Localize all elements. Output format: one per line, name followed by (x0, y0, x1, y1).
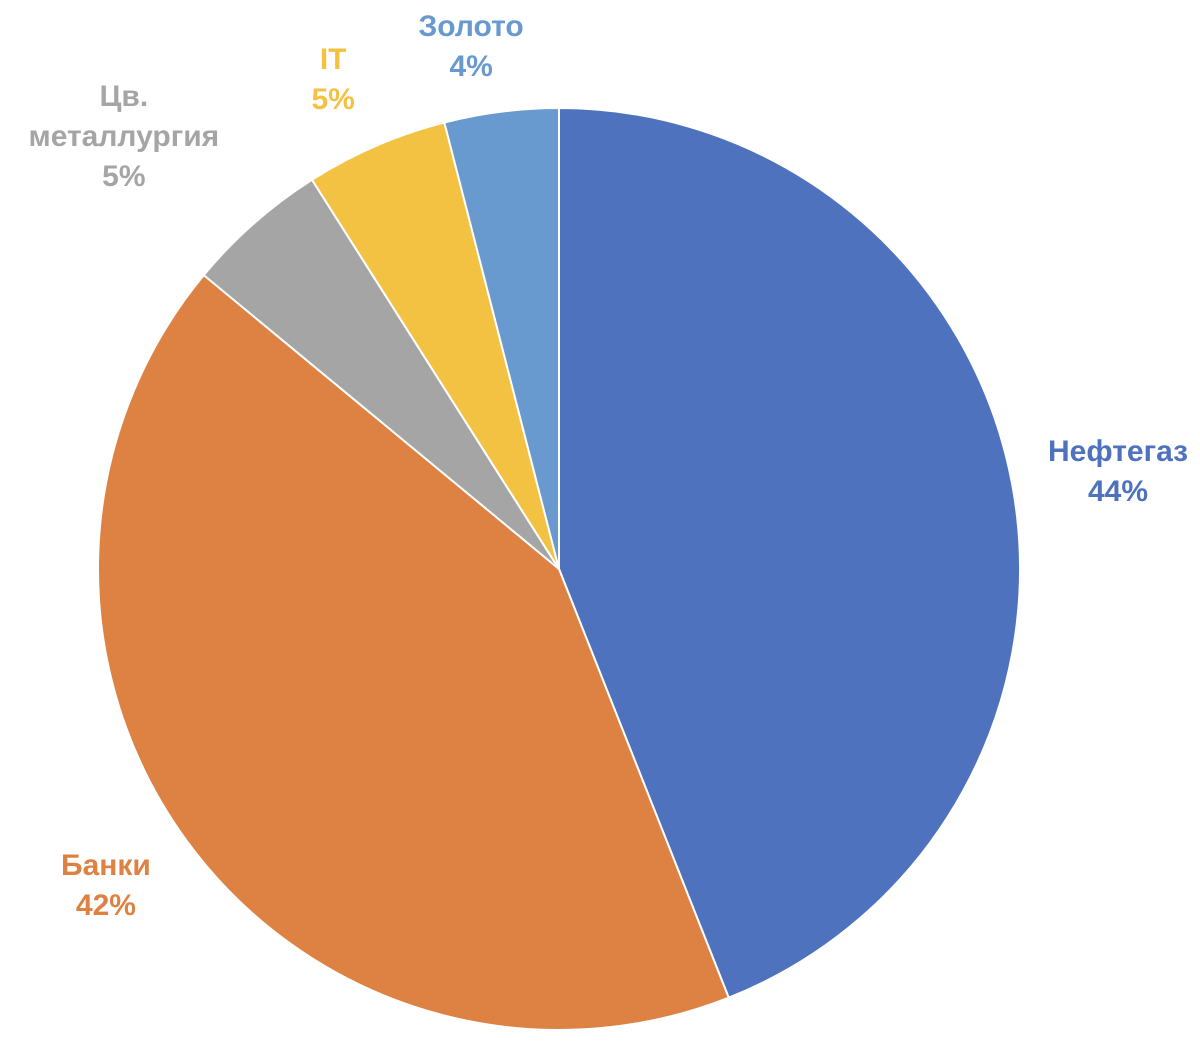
pie-slice-золото (443, 107, 560, 570)
data-label-name: Золото (418, 10, 524, 43)
data-label-цв-металлургия: Цв. металлургия 5% (29, 77, 220, 197)
pie-slice-цв-металлургия (202, 178, 560, 570)
data-label-percent: 42% (75, 889, 136, 922)
data-label-percent: 44% (1088, 475, 1149, 508)
data-label-it: IT 5% (312, 40, 355, 120)
data-label-percent: 5% (102, 160, 146, 193)
data-label-name: Цв. (99, 80, 149, 113)
data-label-нефтегаз: Нефтегаз 44% (1048, 432, 1188, 512)
pie-slice-it (310, 121, 560, 570)
data-label-percent: 4% (449, 50, 493, 83)
data-label-name: IT (319, 43, 347, 76)
data-label-банки: Банки 42% (61, 846, 151, 926)
data-label-name: Нефтегаз (1048, 435, 1189, 468)
data-label-name: металлургия (28, 120, 220, 153)
data-label-name: Банки (61, 849, 151, 882)
pie-slice-банки (97, 274, 730, 1031)
pie-slice-нефтегаз (558, 107, 1022, 999)
data-label-percent: 5% (311, 83, 355, 116)
data-label-золото: Золото 4% (419, 7, 524, 87)
